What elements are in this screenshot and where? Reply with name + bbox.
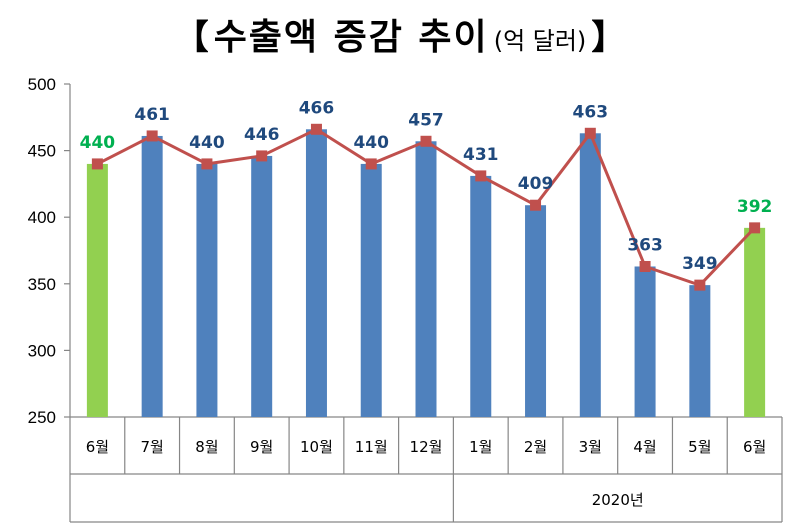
y-tick-label: 450 [28, 142, 56, 161]
line-marker [310, 123, 322, 135]
x-tick-label: 10월 [300, 438, 333, 456]
data-label: 461 [134, 105, 170, 125]
bar [141, 135, 163, 417]
data-label: 431 [463, 145, 499, 165]
line-marker [420, 135, 432, 147]
bar [360, 163, 382, 417]
x-tick-label: 12월 [410, 438, 443, 456]
x-tick-label: 5월 [688, 438, 711, 456]
x-tick-label: 1월 [469, 438, 492, 456]
line-marker [584, 127, 596, 139]
x-tick-label: 6월 [86, 438, 109, 456]
group-label: 2020년 [592, 491, 644, 509]
line-marker [749, 222, 761, 234]
title-open-bracket: 【 [174, 18, 209, 58]
bar [525, 205, 547, 417]
bar [579, 133, 601, 417]
title-main: 수출액 증감 추이 [213, 17, 489, 58]
line-marker [201, 158, 213, 170]
chart-title: 【 수출액 증감 추이 (억 달러) 】 [0, 8, 800, 68]
line-marker [365, 158, 377, 170]
bar [196, 163, 218, 417]
x-tick-label: 8월 [195, 438, 218, 456]
x-tick-label: 6월 [743, 438, 766, 456]
title-unit: (억 달러) [493, 27, 587, 55]
data-label: 466 [299, 98, 335, 118]
x-tick-label: 11월 [355, 438, 388, 456]
x-tick-label: 7월 [140, 438, 163, 456]
bar [744, 227, 766, 417]
bar [415, 141, 437, 417]
y-tick-label: 250 [28, 408, 56, 427]
x-tick-label: 9월 [250, 438, 273, 456]
data-label: 457 [408, 110, 444, 130]
line-marker [530, 199, 542, 211]
line-marker [256, 150, 268, 162]
data-label: 409 [518, 174, 554, 194]
bar [470, 175, 492, 417]
data-label: 440 [189, 133, 225, 153]
data-label: 349 [682, 254, 718, 274]
y-tick-label: 300 [28, 341, 56, 360]
bar [251, 155, 273, 418]
data-label: 463 [573, 102, 609, 122]
line-marker [639, 260, 651, 272]
y-tick-label: 400 [28, 208, 56, 227]
data-label: 446 [244, 125, 280, 145]
bar [86, 163, 108, 417]
bar [689, 285, 711, 417]
bar [305, 129, 327, 417]
title-close-bracket: 】 [591, 18, 626, 58]
data-label: 363 [627, 235, 663, 255]
line-marker [694, 279, 706, 291]
line-marker [146, 130, 158, 142]
bar [634, 266, 656, 417]
data-label: 440 [353, 133, 389, 153]
line-marker [475, 170, 487, 182]
data-label: 440 [80, 133, 116, 153]
data-label: 392 [737, 197, 773, 217]
y-tick-label: 350 [28, 275, 56, 294]
line-marker [91, 158, 103, 170]
x-tick-label: 2월 [524, 438, 547, 456]
x-tick-label: 4월 [633, 438, 656, 456]
x-tick-label: 3월 [579, 438, 602, 456]
y-tick-label: 500 [28, 75, 56, 94]
